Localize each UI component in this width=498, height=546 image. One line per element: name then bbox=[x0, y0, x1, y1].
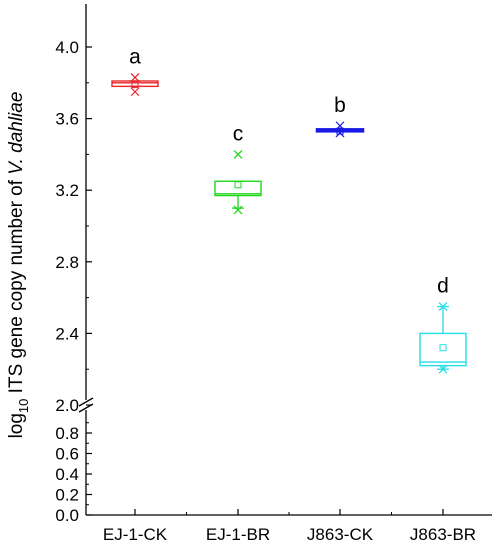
box-j863-ck: b bbox=[315, 94, 365, 138]
y-tick-label: 3.6 bbox=[55, 110, 79, 129]
outlier-marker bbox=[335, 128, 345, 138]
y-tick-label: 2.8 bbox=[55, 253, 79, 272]
y-title-subscript: 10 bbox=[16, 399, 31, 413]
axes-group: 2.0 2.4 2.8 3.2 3.6 4.0 0.00.2 0.40.6 0.8 EJ-1-CK… bbox=[55, 4, 492, 544]
y-tick-label: 2.0 bbox=[55, 396, 79, 415]
outlier-marker bbox=[130, 73, 140, 82]
significance-letter: d bbox=[437, 275, 449, 298]
box-iqr bbox=[111, 80, 159, 88]
box-ej-1-ck: a bbox=[111, 45, 159, 97]
outlier-marker bbox=[438, 364, 448, 374]
y-axis-title: log10 ITS gene copy number of V. dahliae bbox=[6, 92, 31, 439]
plot-area: a c b d bbox=[111, 45, 467, 374]
y-tick-label: 3.2 bbox=[55, 181, 79, 200]
y-tick-label: 0.2 bbox=[55, 486, 79, 505]
x-tick-label: J863-BR bbox=[410, 525, 476, 544]
significance-letter: c bbox=[233, 122, 244, 145]
y-tick-label: 0.6 bbox=[55, 445, 79, 464]
significance-letter: b bbox=[334, 94, 346, 117]
y-tick-label: 2.4 bbox=[55, 324, 79, 343]
x-tick-label: J863-CK bbox=[307, 525, 374, 544]
box-mean-marker bbox=[336, 127, 344, 135]
svg-text:log10 ITS gene copy number of: log10 ITS gene copy number of V. dahliae bbox=[6, 92, 31, 439]
y-title-species: V. dahliae bbox=[6, 92, 27, 175]
x-tick-label: EJ-1-CK bbox=[103, 525, 168, 544]
outlier-marker bbox=[130, 87, 140, 97]
box-mean-marker bbox=[131, 81, 139, 89]
x-tick-label: EJ-1-BR bbox=[206, 525, 270, 544]
box-j863-br: d bbox=[419, 275, 467, 374]
y-tick-label: 0.4 bbox=[55, 465, 79, 484]
outlier-marker bbox=[233, 149, 243, 159]
outlier-marker bbox=[233, 205, 243, 215]
outlier-marker bbox=[335, 121, 345, 131]
y-tick-label: 0.0 bbox=[55, 506, 79, 525]
y-tick-label: 0.8 bbox=[55, 424, 79, 443]
box-iqr bbox=[214, 180, 262, 197]
box-mean-marker bbox=[234, 181, 242, 189]
box-ej-1-br: c bbox=[214, 122, 262, 215]
box-mean-marker bbox=[439, 344, 447, 352]
y-tick-label: 4.0 bbox=[55, 38, 79, 57]
y-title-log: log bbox=[6, 413, 27, 438]
box-iqr bbox=[419, 332, 467, 367]
axis-break-mark-upper bbox=[78, 397, 94, 407]
significance-letter: a bbox=[129, 45, 141, 68]
outlier-marker bbox=[438, 302, 448, 311]
y-title-main: ITS gene copy number of bbox=[6, 175, 27, 399]
